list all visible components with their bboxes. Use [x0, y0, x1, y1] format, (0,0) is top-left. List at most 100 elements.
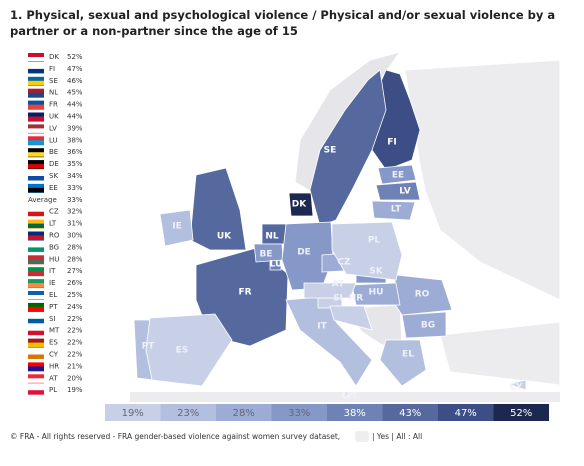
list-code: LV — [49, 124, 57, 132]
country — [331, 221, 403, 281]
background-land — [130, 51, 561, 402]
flag — [28, 68, 44, 74]
flag — [28, 342, 44, 348]
country-label: LU — [270, 260, 283, 270]
country-label: SE — [324, 146, 337, 156]
country-label: BG — [421, 321, 435, 331]
country — [159, 209, 194, 247]
legend-swatch — [438, 404, 494, 421]
country-label: PT — [142, 342, 156, 352]
flag — [28, 80, 44, 86]
flag — [28, 330, 44, 336]
country — [375, 181, 421, 201]
country — [379, 339, 427, 387]
flag — [28, 116, 44, 121]
list-code: DK — [49, 53, 59, 61]
legend-label: 28% — [233, 408, 255, 419]
list-value: 22% — [67, 351, 83, 359]
list-value: 33% — [67, 196, 83, 204]
list-code: MT — [49, 327, 60, 335]
flag — [28, 283, 44, 288]
list-value: 44% — [67, 113, 83, 121]
country — [371, 200, 416, 221]
country — [342, 391, 349, 398]
flag — [28, 92, 44, 98]
legend-swatch — [327, 404, 383, 421]
flag — [28, 271, 44, 276]
country-label: HU — [369, 288, 384, 298]
country-label: CZ — [337, 258, 351, 268]
country-label: FR — [238, 288, 251, 298]
list-code: PT — [49, 303, 58, 311]
flag — [28, 223, 44, 229]
flag — [28, 318, 44, 324]
legend-swatch — [271, 404, 327, 421]
country-label: BE — [259, 250, 272, 260]
footer-icon — [355, 431, 369, 442]
country — [288, 192, 314, 217]
country-label: DE — [297, 248, 311, 258]
list-code: BE — [49, 148, 58, 156]
flag — [28, 128, 44, 133]
list-code: FI — [49, 65, 55, 73]
list-value: 52% — [67, 53, 83, 61]
flag — [28, 354, 44, 359]
list-code: NL — [49, 89, 58, 97]
country-label: NL — [265, 232, 279, 242]
flag — [28, 378, 44, 383]
list-value: 22% — [67, 315, 83, 323]
list-code: AT — [49, 374, 58, 382]
country-label: LT — [391, 205, 402, 215]
legend-swatch — [160, 404, 216, 421]
flag — [28, 164, 44, 169]
list-value: 32% — [67, 208, 83, 216]
flag — [28, 140, 44, 145]
list-value: 34% — [67, 172, 83, 180]
list-value: 46% — [67, 77, 83, 85]
legend-swatch — [216, 404, 272, 421]
legend-label: 38% — [344, 408, 366, 419]
list-code: HR — [49, 362, 59, 370]
country-label: IE — [172, 222, 182, 232]
country-label: AT — [332, 280, 345, 290]
list-code: EL — [49, 291, 57, 299]
country — [506, 379, 527, 391]
legend-swatch — [382, 404, 438, 421]
flag — [28, 390, 44, 395]
flag — [28, 259, 44, 264]
legend-label: 19% — [122, 408, 144, 419]
list-code: HU — [49, 255, 59, 263]
legend-swatch — [493, 404, 549, 421]
list-value: 47% — [67, 65, 83, 73]
legend-swatch — [105, 404, 161, 421]
list-code: EE — [49, 184, 58, 192]
list-value: 24% — [67, 303, 83, 311]
country — [303, 282, 357, 299]
country — [401, 311, 447, 339]
list-code: RO — [49, 232, 60, 240]
legend-label: 33% — [288, 408, 310, 419]
country-label: LV — [399, 187, 410, 197]
footer: © FRA - All rights reserved - FRA gender… — [10, 432, 340, 441]
country-label: SK — [369, 267, 383, 277]
country-label: CY — [509, 383, 523, 393]
list-value: 22% — [67, 339, 83, 347]
list-value: 30% — [67, 232, 83, 240]
flag — [28, 104, 44, 110]
list-code: IT — [49, 267, 56, 275]
list-code: PL — [49, 386, 57, 394]
list-code: DE — [49, 160, 59, 168]
list-value: 36% — [67, 148, 83, 156]
flag — [28, 57, 44, 62]
list-value: 45% — [67, 89, 83, 97]
country-label: EL — [402, 350, 414, 360]
country-label: RO — [415, 290, 430, 300]
ranking-list: DK 52% FI 47% SE 46% NL 45% FR 44% UK 44% LV 39% LU 38%… — [28, 53, 83, 396]
country-label: UK — [217, 232, 232, 242]
list-code: SI — [49, 315, 56, 323]
list-value: 38% — [67, 136, 83, 144]
legend-label: 43% — [399, 408, 421, 419]
flag — [28, 295, 44, 300]
